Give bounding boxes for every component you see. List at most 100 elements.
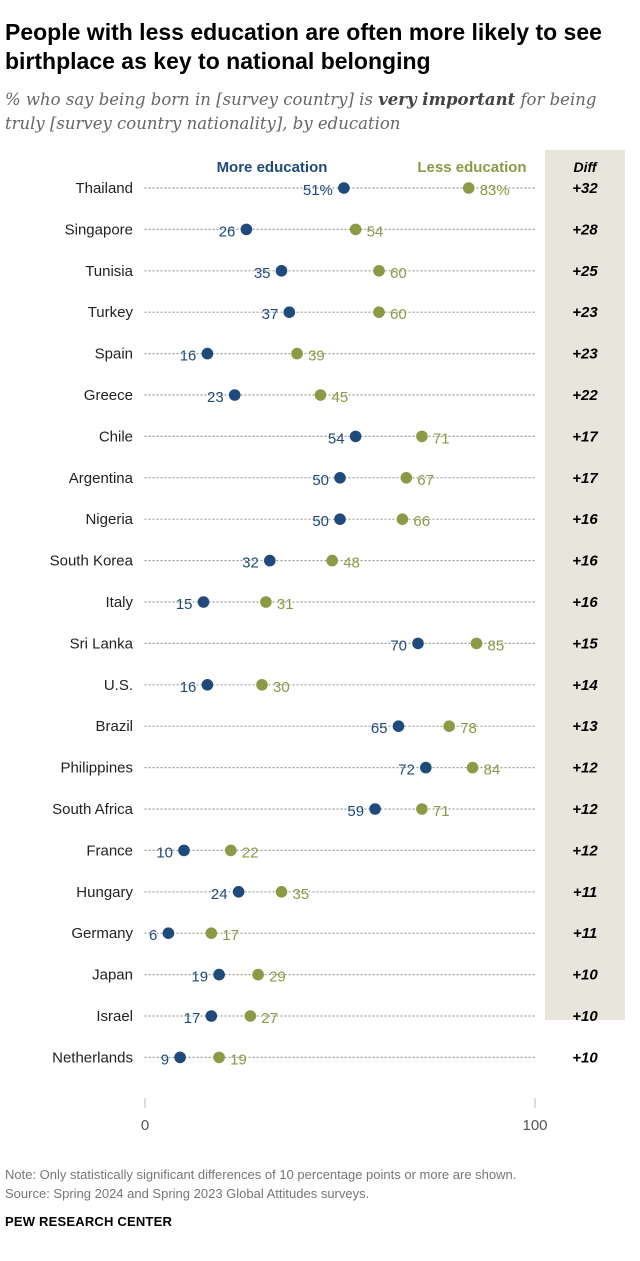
dot-less-education: [443, 720, 456, 732]
value-label-less: 31: [277, 596, 294, 613]
dot-more-education: [283, 306, 296, 318]
subtitle-post: for being truly [survey country national…: [5, 90, 597, 133]
country-label: Hungary: [76, 884, 133, 901]
value-label-less: 30: [273, 679, 290, 696]
value-label-more: 15: [176, 596, 193, 613]
value-label-less: 22: [242, 844, 259, 861]
dot-more-education: [334, 513, 346, 525]
dot-less-education: [252, 968, 264, 981]
value-label-less: 66: [413, 513, 430, 530]
dot-chart: More education Less education Diff Thailand…: [50, 150, 625, 1134]
value-label-more: 10: [156, 844, 173, 861]
value-label-less: 85: [488, 637, 505, 654]
value-label-less: 29: [269, 969, 286, 986]
country-label: Brazil: [95, 718, 133, 735]
diff-value: +15: [572, 635, 598, 652]
dot-less-education: [416, 430, 428, 443]
diff-value: +12: [572, 842, 598, 859]
legend-less-education: Less education: [417, 159, 526, 176]
value-label-more: 50: [312, 472, 329, 489]
value-label-more: 65: [371, 720, 388, 737]
source-text: Source: Spring 2024 and Spring 2023 Glob…: [5, 1186, 370, 1201]
value-label-less: 60: [390, 265, 407, 282]
diff-value: +28: [572, 221, 598, 238]
diff-value: +23: [572, 304, 598, 321]
dot-less-education: [466, 761, 479, 774]
dot-more-education: [162, 927, 175, 939]
dot-more-education: [205, 1010, 218, 1022]
dot-less-education: [373, 306, 385, 318]
country-label: South Korea: [50, 553, 134, 570]
dot-more-education: [420, 761, 432, 774]
dot-more-education: [232, 886, 245, 898]
value-label-less: 27: [261, 1010, 278, 1027]
dot-less-education: [326, 554, 339, 567]
dot-more-education: [201, 347, 214, 360]
dot-more-education: [213, 968, 225, 981]
country-label: Argentina: [69, 470, 134, 487]
value-label-less: 35: [293, 886, 310, 903]
org-label: PEW RESEARCH CENTER: [5, 1214, 173, 1229]
diff-value: +17: [572, 470, 598, 487]
value-label-more: 19: [191, 969, 208, 986]
dot-less-education: [225, 844, 237, 857]
dot-more-education: [197, 596, 210, 608]
diff-value: +17: [572, 428, 598, 445]
diff-value: +10: [572, 1049, 598, 1066]
dot-less-education: [314, 389, 327, 401]
value-label-more: 17: [184, 1010, 201, 1027]
subtitle-pre: % who say being born in [survey country]…: [5, 90, 379, 109]
dot-more-education: [174, 1051, 186, 1064]
note-text: Note: Only statistically significant dif…: [5, 1167, 517, 1182]
country-label: Thailand: [75, 180, 133, 197]
diff-header: Diff: [573, 159, 597, 175]
dot-more-education: [412, 637, 424, 650]
value-label-less: 71: [433, 803, 450, 820]
dot-less-education: [275, 886, 288, 898]
country-label: Greece: [84, 387, 133, 404]
country-label: Turkey: [88, 304, 134, 321]
value-label-more: 23: [207, 389, 224, 406]
value-label-more: 6: [149, 927, 157, 944]
country-label: Israel: [96, 1008, 133, 1025]
country-label: Sri Lanka: [70, 635, 134, 652]
value-label-less: 45: [332, 389, 349, 406]
country-label: U.S.: [104, 677, 133, 694]
value-label-less: 60: [390, 306, 407, 323]
value-label-less: 71: [433, 430, 450, 447]
country-label: Singapore: [65, 221, 133, 238]
country-label: Chile: [99, 428, 133, 445]
dot-less-education: [213, 1051, 225, 1064]
diff-value: +11: [573, 925, 597, 942]
value-label-more: 9: [161, 1051, 169, 1068]
dot-less-education: [396, 513, 409, 525]
value-label-less: 83%: [480, 182, 510, 199]
dot-more-education: [369, 803, 381, 815]
dot-less-education: [470, 637, 483, 650]
subtitle-emphasis: very important: [378, 90, 516, 109]
diff-value: +22: [572, 387, 598, 404]
country-label: Japan: [92, 967, 133, 984]
value-label-less: 48: [343, 555, 360, 572]
dot-more-education: [201, 679, 214, 691]
diff-value: +10: [572, 967, 598, 984]
country-label: Nigeria: [85, 511, 133, 528]
diff-value: +32: [572, 180, 598, 197]
value-label-more: 50: [312, 513, 329, 530]
value-label-more: 16: [180, 679, 197, 696]
value-label-more: 24: [211, 886, 228, 903]
value-label-less: 84: [484, 762, 501, 779]
dot-more-education: [240, 223, 253, 236]
value-label-more: 70: [390, 637, 407, 654]
country-label: Philippines: [60, 760, 133, 777]
dot-less-education: [462, 182, 475, 194]
diff-column-bg: [545, 150, 625, 1020]
value-label-more: 16: [180, 348, 197, 365]
diff-value: +11: [573, 884, 597, 901]
dot-more-education: [334, 472, 346, 484]
footnote: Note: Only statistically significant dif…: [5, 1165, 630, 1203]
value-label-more: 32: [242, 555, 259, 572]
diff-value: +23: [572, 346, 598, 363]
dot-less-education: [349, 223, 362, 236]
country-label: Italy: [105, 594, 133, 611]
